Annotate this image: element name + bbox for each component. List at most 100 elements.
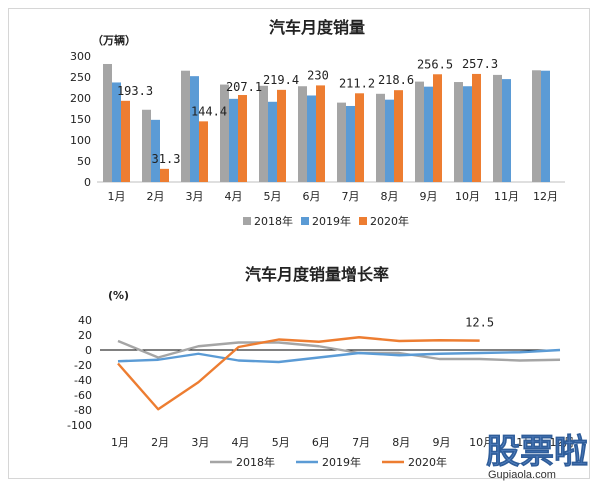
bottom-data-label: 12.5 xyxy=(465,316,494,330)
bar-2019年-4月 xyxy=(229,98,238,182)
bottom-x-tick-label: 12月 xyxy=(550,436,575,449)
bottom-x-tick-label: 3月 xyxy=(191,436,209,449)
top-x-tick-label: 5月 xyxy=(264,190,282,203)
legend-label-2019年: 2019年 xyxy=(312,214,351,228)
legend-label-2020年: 2020年 xyxy=(408,455,447,469)
bottom-chart-title: 汽车月度销量增长率 xyxy=(245,265,389,284)
bar-2019年-5月 xyxy=(268,101,277,182)
bottom-x-tick-label: 6月 xyxy=(312,436,330,449)
top-y-tick-label: 250 xyxy=(70,71,91,84)
top-data-label: 31.3 xyxy=(152,152,181,166)
top-data-label: 207.1 xyxy=(226,80,262,94)
line-2020年 xyxy=(117,336,480,411)
bar-2018年-1月 xyxy=(103,63,112,183)
legend-label-2018年: 2018年 xyxy=(254,214,293,228)
bar-2018年-8月 xyxy=(376,93,385,182)
legend-swatch-2019年 xyxy=(301,217,309,225)
bottom-x-tick-label: 4月 xyxy=(232,436,250,449)
top-x-tick-label: 1月 xyxy=(108,190,126,203)
legend-label-2020年: 2020年 xyxy=(370,214,409,228)
top-x-tick-label: 9月 xyxy=(420,190,438,203)
bottom-chart-axes: 40 20 0 -20 -40 -60 -80 -100 1月 2月 3月 4月 5月 6月 7月 8月 9月 1… xyxy=(67,314,574,449)
line-2018年 xyxy=(117,339,561,362)
top-data-label: 256.5 xyxy=(417,57,453,71)
bar-2019年-7月 xyxy=(346,105,355,182)
bar-2020年-4月 xyxy=(238,95,247,182)
bottom-x-tick-label: 5月 xyxy=(272,436,290,449)
watermark-url: Gupiaola.com xyxy=(488,469,556,481)
top-data-label: 144.4 xyxy=(191,104,227,118)
bottom-x-tick-label: 8月 xyxy=(392,436,410,449)
top-data-label: 211.2 xyxy=(339,76,375,90)
top-x-tick-label: 4月 xyxy=(225,190,243,203)
bottom-chart-lines xyxy=(117,336,561,411)
bar-2018年-11月 xyxy=(493,74,502,182)
top-x-tick-label: 6月 xyxy=(303,190,321,203)
bar-2018年-10月 xyxy=(454,82,463,182)
bar-2020年-2月 xyxy=(160,168,169,182)
top-y-tick-label: 100 xyxy=(70,134,91,147)
bar-2019年-12月 xyxy=(541,70,550,182)
bar-2019年-9月 xyxy=(424,86,433,182)
bottom-x-tick-label: 1月 xyxy=(111,436,129,449)
top-x-tick-label: 11月 xyxy=(494,190,519,203)
bottom-y-tick-label: 20 xyxy=(78,329,92,342)
legend-swatch-2018年 xyxy=(243,217,251,225)
legend-swatch-2020年 xyxy=(359,217,367,225)
top-x-tick-label: 8月 xyxy=(381,190,399,203)
top-y-tick-label: 50 xyxy=(77,155,91,168)
bottom-y-tick-label: -100 xyxy=(67,419,92,432)
watermark-logo: 股票啦 Gupiaola.com xyxy=(486,432,589,481)
legend-label-2018年: 2018年 xyxy=(236,455,275,469)
top-y-tick-label: 0 xyxy=(84,176,91,189)
bar-2019年-3月 xyxy=(190,76,199,182)
bar-2020年-3月 xyxy=(199,121,208,182)
bar-2019年-8月 xyxy=(385,99,394,182)
bar-2018年-12月 xyxy=(532,70,541,182)
bottom-x-tick-label: 9月 xyxy=(432,436,450,449)
bottom-y-tick-label: -40 xyxy=(74,374,92,387)
bottom-x-tick-label: 2月 xyxy=(151,436,169,449)
bar-2020年-9月 xyxy=(433,74,442,182)
bottom-x-tick-label: 11月 xyxy=(509,436,534,449)
bar-2018年-4月 xyxy=(220,84,229,182)
bottom-y-tick-label: 40 xyxy=(78,314,92,327)
top-x-tick-label: 12月 xyxy=(533,190,558,203)
bottom-y-tick-label: 0 xyxy=(85,344,92,357)
bar-2020年-5月 xyxy=(277,89,286,182)
top-chart-axes: 0 50 100 150 200 250 300 1月 2月 3月 4月 5月 6月 7月 8月 9月 10月 1… xyxy=(70,50,565,203)
top-y-tick-label: 200 xyxy=(70,92,91,105)
top-chart-unit: （万辆） xyxy=(92,33,136,47)
top-data-label: 257.3 xyxy=(462,57,498,71)
bar-2020年-10月 xyxy=(472,73,481,182)
top-data-label: 230 xyxy=(307,68,329,82)
top-x-tick-label: 7月 xyxy=(342,190,360,203)
bar-2020年-8月 xyxy=(394,90,403,182)
bar-2020年-7月 xyxy=(355,93,364,182)
bottom-x-tick-label: 7月 xyxy=(352,436,370,449)
bottom-chart-unit: (%) xyxy=(108,289,129,302)
bar-2019年-10月 xyxy=(463,86,472,182)
bottom-x-tick-label: 10月 xyxy=(469,436,494,449)
bar-2018年-9月 xyxy=(415,81,424,182)
bar-2019年-6月 xyxy=(307,95,316,182)
top-data-label: 218.6 xyxy=(378,73,414,87)
top-x-tick-label: 3月 xyxy=(186,190,204,203)
bar-2018年-6月 xyxy=(298,86,307,182)
bottom-chart-legend: 2018年 2019年 2020年 xyxy=(210,455,447,469)
bar-2019年-1月 xyxy=(112,82,121,182)
top-chart-legend: 2018年 2019年 2020年 xyxy=(243,214,409,228)
bar-2020年-6月 xyxy=(316,85,325,182)
top-chart-title: 汽车月度销量 xyxy=(269,18,365,37)
line-2019年 xyxy=(117,348,561,364)
bottom-y-tick-label: -80 xyxy=(74,404,92,417)
watermark-text: 股票啦 xyxy=(486,432,588,472)
top-x-tick-label: 10月 xyxy=(455,190,480,203)
bar-2018年-2月 xyxy=(142,109,151,182)
top-y-tick-label: 150 xyxy=(70,113,91,126)
top-data-label: 219.4 xyxy=(263,73,299,87)
top-x-tick-label: 2月 xyxy=(147,190,165,203)
top-data-label: 193.3 xyxy=(117,84,153,98)
